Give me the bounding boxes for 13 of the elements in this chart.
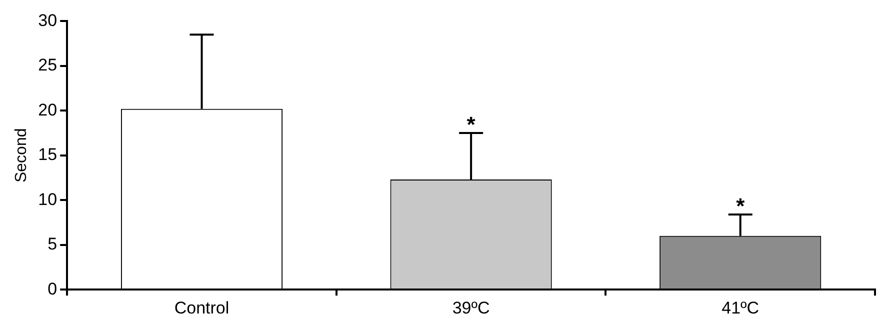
y-tick-label: 0 bbox=[48, 279, 58, 298]
x-tick-label: 41ºC bbox=[722, 298, 760, 318]
x-tick-label: 39ºC bbox=[452, 298, 490, 318]
y-tick-label: 10 bbox=[38, 190, 58, 209]
y-axis-title: Second bbox=[13, 128, 30, 183]
y-tick-label: 25 bbox=[38, 56, 58, 75]
annotation: * bbox=[736, 194, 746, 219]
y-tick-label: 20 bbox=[38, 100, 58, 120]
x-tick-label: Control bbox=[174, 298, 230, 318]
y-tick-label: 30 bbox=[38, 10, 58, 30]
annotation: * bbox=[466, 112, 476, 138]
y-tick-label: 5 bbox=[48, 234, 58, 254]
y-tick-label: 15 bbox=[38, 145, 58, 164]
